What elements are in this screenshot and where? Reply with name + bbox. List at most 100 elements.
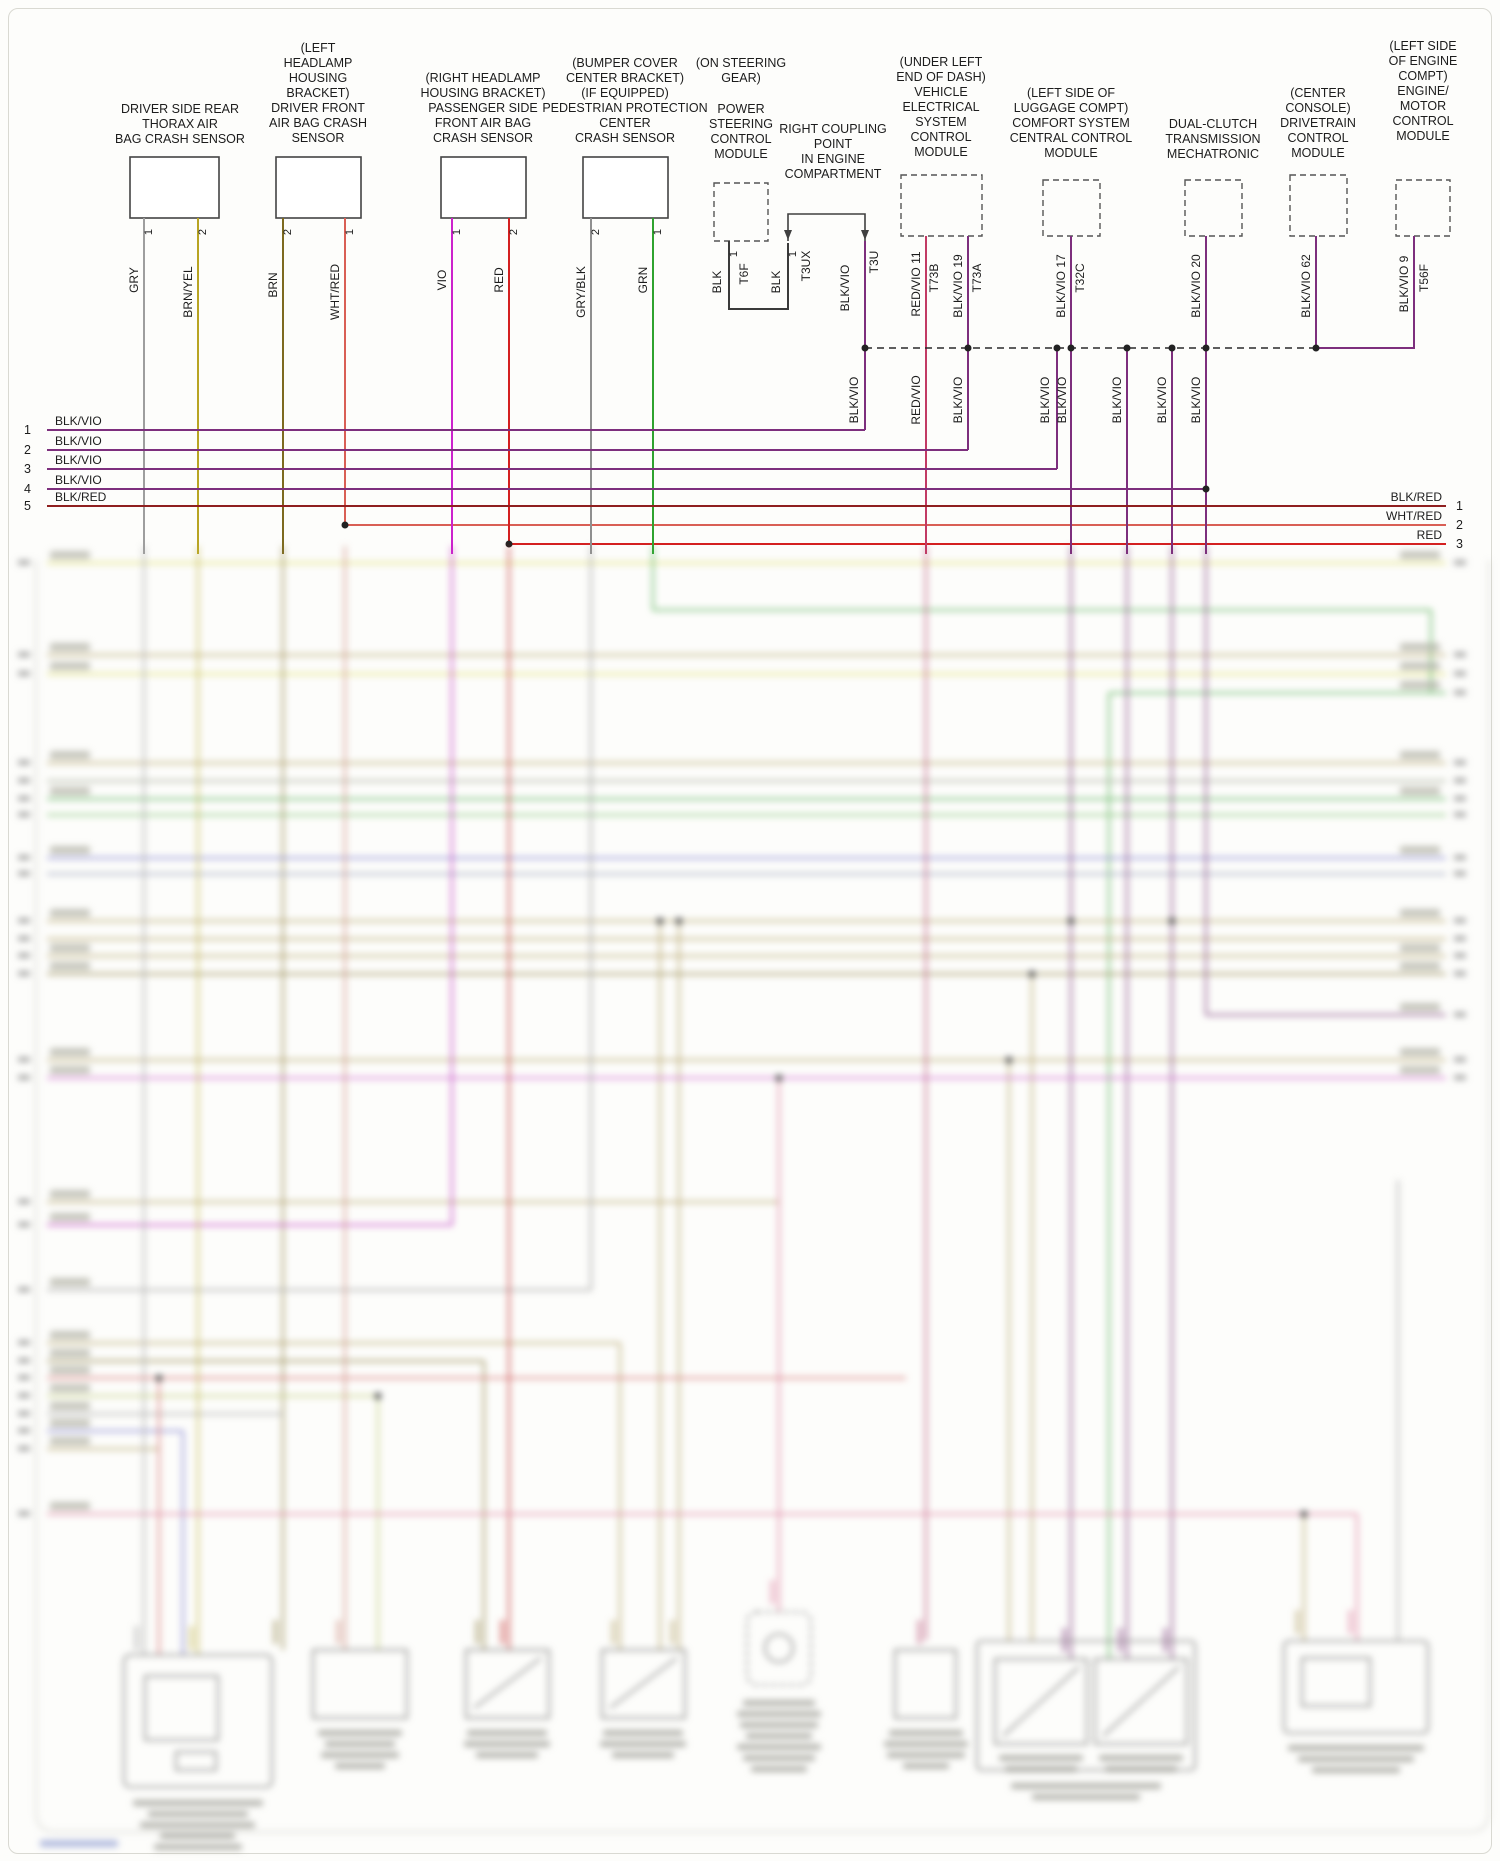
driver-front-sensor-box: [275, 156, 362, 219]
pin-number: 2: [197, 229, 209, 235]
svg-text:COMPARTMENT: COMPARTMENT: [785, 167, 882, 181]
wire-label-blk-vio: BLK/VIO: [951, 377, 965, 424]
wires: [47, 213, 1446, 554]
wire-label-brn-yel: BRN/YEL: [181, 266, 195, 318]
header-power-steering-loc: (ON STEERING: [696, 56, 786, 70]
wire-label-blk-vio: BLK/VIO: [1155, 377, 1169, 424]
svg-text:DRIVETRAIN: DRIVETRAIN: [1280, 116, 1356, 130]
left-row-labels: 1 2 3 4 5 BLK/VIO BLK/VIO BLK/VIO BLK/VI…: [24, 414, 107, 513]
header-drivetrain: (CENTER: [1290, 86, 1346, 100]
wire-label-red-vio: RED/VIO: [909, 375, 923, 424]
wire-labels: 1 2 2 1 1 2 2 1 1 1 GRY BRN/YEL BRN WHT/…: [127, 229, 1431, 425]
header-coupling-point: RIGHT COUPLING: [779, 122, 886, 136]
thorax-sensor-box: [129, 156, 220, 219]
svg-text:CENTER: CENTER: [599, 116, 650, 130]
connector-label-t73a: T73A: [970, 264, 984, 293]
header-driver-front: (LEFT: [301, 41, 336, 55]
svg-text:END OF DASH): END OF DASH): [896, 70, 986, 84]
blurred-component-box: [601, 1649, 686, 1719]
wire-label-blk-vio: BLK/VIO: [1038, 377, 1052, 424]
wire-label-blk-vio: BLK/VIO: [1189, 377, 1203, 424]
connector-label-t6f: T6F: [737, 263, 751, 284]
wire-label-blk: BLK: [710, 271, 724, 294]
blurred-component-inner: [1094, 1658, 1188, 1745]
svg-text:MECHATRONIC: MECHATRONIC: [1167, 147, 1259, 161]
blurred-component-inner: [994, 1658, 1088, 1745]
blurred-component-inner: [144, 1675, 219, 1741]
svg-text:CENTER BRACKET): CENTER BRACKET): [566, 71, 684, 85]
svg-text:LUGGAGE COMPT): LUGGAGE COMPT): [1014, 101, 1129, 115]
coupling-point-bracket: [787, 213, 866, 241]
header-power-steering: POWER: [717, 102, 764, 116]
pin-number: 1: [652, 229, 664, 235]
wire-label-brn: BRN: [266, 272, 280, 297]
header-engine: (LEFT SIDE: [1389, 39, 1456, 53]
passenger-front-sensor-box: [440, 156, 527, 219]
component-headers: DRIVER SIDE REAR THORAX AIR BAG CRASH SE…: [115, 39, 1457, 181]
row-number: 1: [24, 423, 31, 437]
engine-module-box: [1395, 179, 1451, 237]
row-number: 1: [1456, 499, 1463, 513]
coupling-arrow-t3ux: [784, 230, 792, 240]
row-wire-label: BLK/VIO: [55, 434, 102, 448]
wire-label-blk-vio-20: BLK/VIO 20: [1189, 254, 1203, 318]
pin-number: 1: [143, 229, 155, 235]
blurred-wire-rows: [47, 546, 1446, 1659]
blurred-component-box: [123, 1654, 273, 1788]
dct-mechatronic-box: [1184, 179, 1243, 237]
svg-text:MODULE: MODULE: [714, 147, 767, 161]
row-wire-label: BLK/VIO: [55, 414, 102, 428]
sensor-symbol: [609, 1657, 678, 1709]
svg-text:MODULE: MODULE: [1044, 146, 1097, 160]
wire-label-blk-vio-17: BLK/VIO 17: [1054, 254, 1068, 318]
svg-text:(IF EQUIPPED): (IF EQUIPPED): [581, 86, 669, 100]
wire-wht-red: [344, 218, 1446, 526]
wire-label-vio: VIO: [435, 270, 449, 291]
wire-label-gry-blk: GRY/BLK: [574, 266, 588, 318]
svg-text:THORAX AIR: THORAX AIR: [142, 117, 218, 131]
blurred-component-box: [894, 1649, 957, 1719]
svg-text:CONTROL: CONTROL: [1287, 131, 1348, 145]
blurred-component-box: [1283, 1640, 1429, 1734]
row-number: 4: [24, 482, 31, 496]
row-number: 3: [24, 462, 31, 476]
row-wire-label: RED: [1417, 528, 1443, 542]
blurred-component-captions: [133, 1700, 1424, 1850]
blurred-junction-dots: [155, 917, 1308, 1518]
svg-text:MOTOR: MOTOR: [1400, 99, 1446, 113]
svg-text:SENSOR: SENSOR: [292, 131, 345, 145]
power-steering-module-box: [713, 182, 769, 242]
watermark: [40, 1840, 118, 1847]
connector-label-t3u: T3U: [867, 251, 881, 274]
pedestrian-sensor-box: [582, 156, 669, 219]
svg-text:ENGINE/: ENGINE/: [1397, 84, 1449, 98]
connector-label-t73b: T73B: [927, 264, 941, 293]
svg-text:STEERING: STEERING: [709, 117, 773, 131]
svg-text:HOUSING: HOUSING: [289, 71, 347, 85]
row-number: 2: [1456, 518, 1463, 532]
sensor-symbol: [473, 1657, 542, 1709]
header-vehicle-electrical: (UNDER LEFT: [900, 55, 983, 69]
wire-label-blk: BLK: [769, 271, 783, 294]
junction-dots: [341, 344, 1320, 548]
pin-number: 2: [508, 229, 520, 235]
svg-text:HOUSING BRACKET): HOUSING BRACKET): [420, 86, 545, 100]
row-wire-label: WHT/RED: [1386, 509, 1442, 523]
wire-label-blk-vio-62: BLK/VIO 62: [1299, 254, 1313, 318]
svg-text:BRACKET): BRACKET): [286, 86, 349, 100]
wire-label-red-vio-11: RED/VIO 11: [909, 251, 923, 316]
svg-text:VEHICLE: VEHICLE: [914, 85, 968, 99]
svg-text:OF ENGINE: OF ENGINE: [1389, 54, 1458, 68]
sensor-symbol: [1102, 1666, 1180, 1737]
component-boxes: [129, 156, 1451, 242]
row-number: 3: [1456, 537, 1463, 551]
svg-text:HEADLAMP: HEADLAMP: [284, 56, 353, 70]
pin-number: 2: [282, 229, 294, 235]
svg-text:FRONT AIR BAG: FRONT AIR BAG: [435, 116, 531, 130]
blurred-sheet-border: [35, 560, 1490, 1833]
wire-label-blk-vio: BLK/VIO: [838, 265, 852, 312]
pin-number: 1: [344, 229, 356, 235]
blurred-diagram-region: [0, 540, 1500, 1861]
wire-label-blk-vio: BLK/VIO: [1055, 377, 1069, 424]
blurred-right-stubs: [1454, 560, 1466, 1080]
